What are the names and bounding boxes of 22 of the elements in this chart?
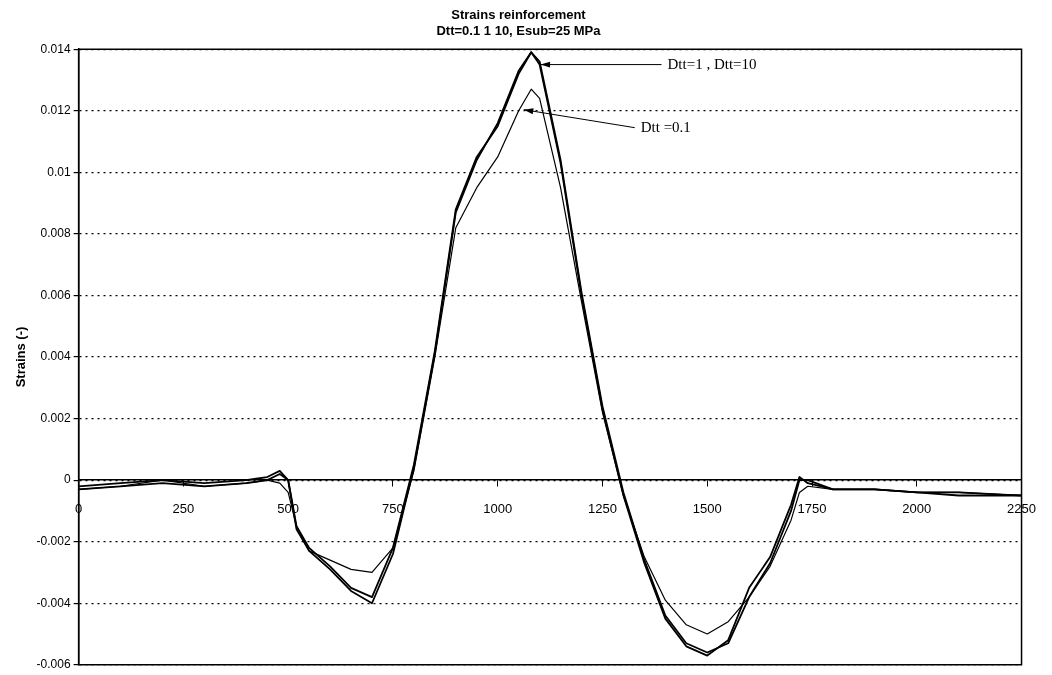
y-tick-label: 0.004: [40, 349, 71, 364]
x-tick-label: 2000: [902, 501, 932, 517]
y-tick-label: 0.014: [40, 41, 71, 56]
annotation: Dtt =0.1: [640, 118, 691, 135]
chart-subtitle: Dtt=0.1 1 10, Esub=25 MPa: [436, 22, 602, 38]
annotation: Dtt=1 , Dtt=10: [667, 55, 757, 72]
y-tick-label: 0: [63, 472, 71, 487]
y-tick-label: 0.008: [40, 226, 71, 241]
y-tick-label: -0.002: [36, 533, 71, 548]
chart-title: Strains reinforcement: [451, 7, 587, 23]
x-tick-label: 1250: [588, 501, 617, 517]
x-tick-label: 1500: [692, 501, 722, 517]
y-tick-label: 0.01: [47, 164, 71, 179]
y-axis-title: Strains (-): [13, 326, 29, 388]
x-tick-label: 250: [172, 501, 195, 517]
y-tick-label: 0.006: [40, 287, 71, 302]
x-tick-label: 1000: [483, 501, 513, 517]
y-tick-label: 0.002: [40, 410, 71, 425]
x-tick-label: 1750: [797, 501, 827, 517]
y-tick-label: -0.006: [36, 657, 71, 672]
y-tick-label: 0.012: [40, 103, 71, 118]
y-tick-label: -0.004: [36, 595, 71, 610]
